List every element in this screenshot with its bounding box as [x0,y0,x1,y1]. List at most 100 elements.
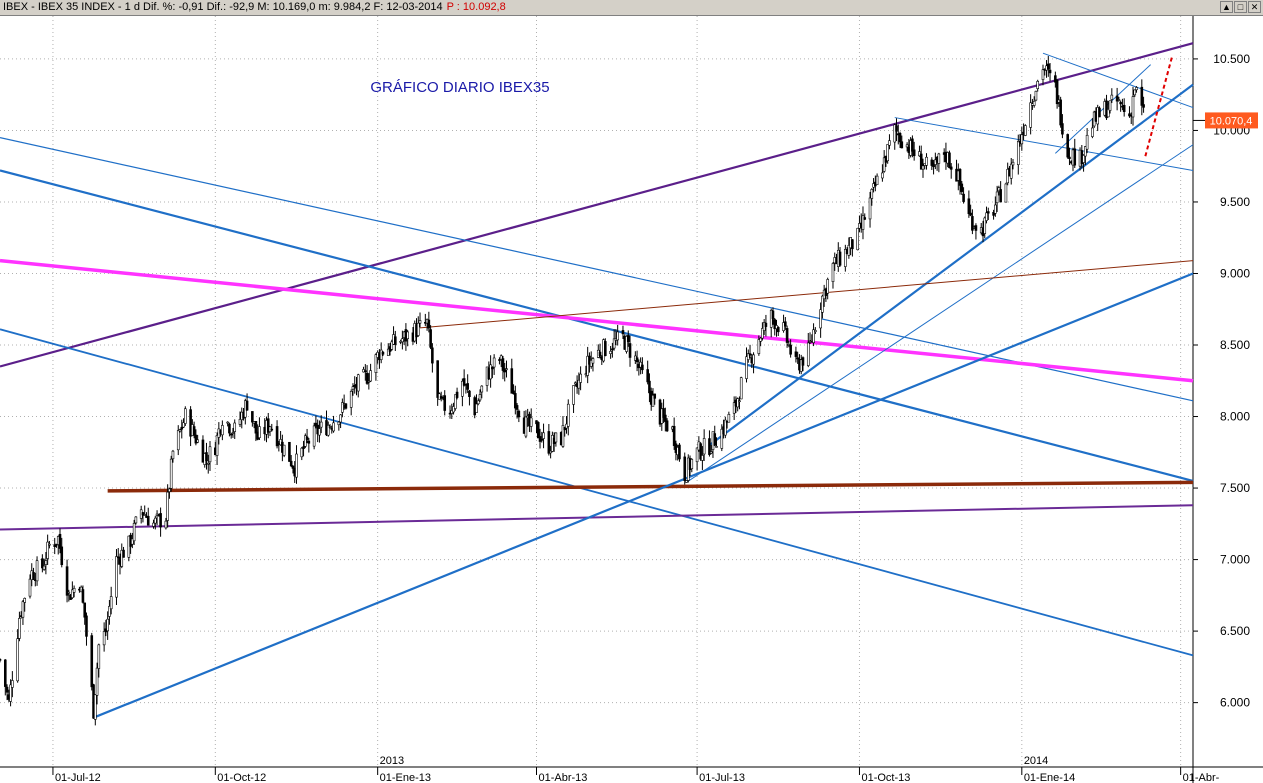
price-chart[interactable]: 6.000 6.500 7.000 7.500 8.000 8.500 9.000 9.500… [0,16,1263,783]
candle-body [895,125,898,132]
candle-body [152,522,155,527]
candle-body [386,348,390,356]
candle-body [1066,134,1069,158]
candle-body [752,354,755,365]
candle-body [549,450,552,454]
candle-body [746,353,750,360]
candle-body [925,156,928,166]
candle-body [455,391,459,398]
candle-body [727,414,731,423]
candle-body [736,398,739,408]
maximize-button[interactable]: □ [1234,1,1247,13]
y-tick-label: 8.000 [1220,410,1250,424]
candle-body [275,426,279,447]
candle-body [540,439,544,441]
window-title: IBEX - IBEX 35 INDEX - 1 d Dif. %: -0,91… [3,1,506,13]
candle-body [374,354,378,373]
candle-body [489,364,492,380]
candle-body [748,353,752,356]
candle-body [826,279,829,294]
candle-body [881,172,884,179]
candle-body [761,328,764,339]
trendline [686,144,1194,483]
price-readout: P : 10.092,8 [446,1,506,13]
candle-body [102,631,106,646]
candle-body [1048,69,1052,74]
candle-body [1073,148,1077,166]
candle-body [992,211,995,216]
candle-body [773,319,777,330]
candle-body [561,425,565,447]
candle-body [536,422,540,439]
candle-body [295,453,298,478]
minimize-button[interactable]: ▲ [1220,1,1233,13]
candle-body [641,364,644,371]
candle-body [646,369,649,383]
candle-body [1055,79,1059,105]
candle-body [653,393,657,399]
candle-body [1142,104,1145,108]
candle-body [625,336,628,352]
candle-body [44,560,48,565]
window-titlebar: IBEX - IBEX 35 INDEX - 1 d Dif. %: -0,91… [0,0,1263,16]
candle-body [356,374,360,392]
candle-body [517,410,521,418]
candle-body [480,385,484,393]
candle-body [586,355,589,376]
candle-body [182,422,185,428]
candle-body [999,189,1002,203]
candle-body [635,357,639,363]
candle-body [1059,99,1062,126]
candle-body [806,342,810,366]
candle-body [1032,100,1036,106]
candle-body [566,403,570,427]
candle-body [28,578,32,597]
candle-body [1128,113,1131,117]
candle-body [1133,89,1137,96]
y-tick-label: 10.500 [1213,52,1250,66]
candle-body [962,193,965,202]
candle-body [231,432,235,434]
candle-body [208,446,212,463]
candle-body [300,447,304,458]
candle-body [912,149,916,157]
candle-body [683,456,687,481]
trendline [894,117,1194,171]
candle-body [863,217,867,220]
candle-body [339,414,342,423]
candle-body [291,465,295,469]
trendline [419,260,1194,329]
candle-body [115,556,118,598]
candle-body [349,391,353,408]
candle-body [1029,102,1032,128]
trendline [0,258,1194,383]
candle-body [1054,75,1057,83]
x-tick-label: 01-Jul-12 [55,772,101,783]
candle-body [452,406,455,413]
candle-body [23,598,27,603]
candle-body [759,337,762,342]
candle-body [305,436,309,440]
candle-body [5,686,9,693]
candle-body [468,390,471,397]
candle-body [48,543,51,546]
candle-body [1106,109,1110,118]
y-tick-label: 7.000 [1220,553,1250,567]
candle-body [948,152,951,169]
candle-body [861,215,865,230]
candle-body [757,339,761,354]
candle-body [662,408,665,418]
trendline [708,83,1194,447]
candle-body [621,330,625,335]
trendline [0,169,1194,482]
candle-body [176,430,180,451]
candle-body [648,380,651,394]
candle-body [708,438,711,455]
candle-body [1024,125,1027,136]
candle-body [1084,146,1087,157]
candle-body [986,211,990,214]
candle-body [538,436,542,442]
y-tick-label: 6.000 [1220,696,1250,710]
close-button[interactable]: ✕ [1248,1,1261,13]
candle-body [307,440,311,444]
